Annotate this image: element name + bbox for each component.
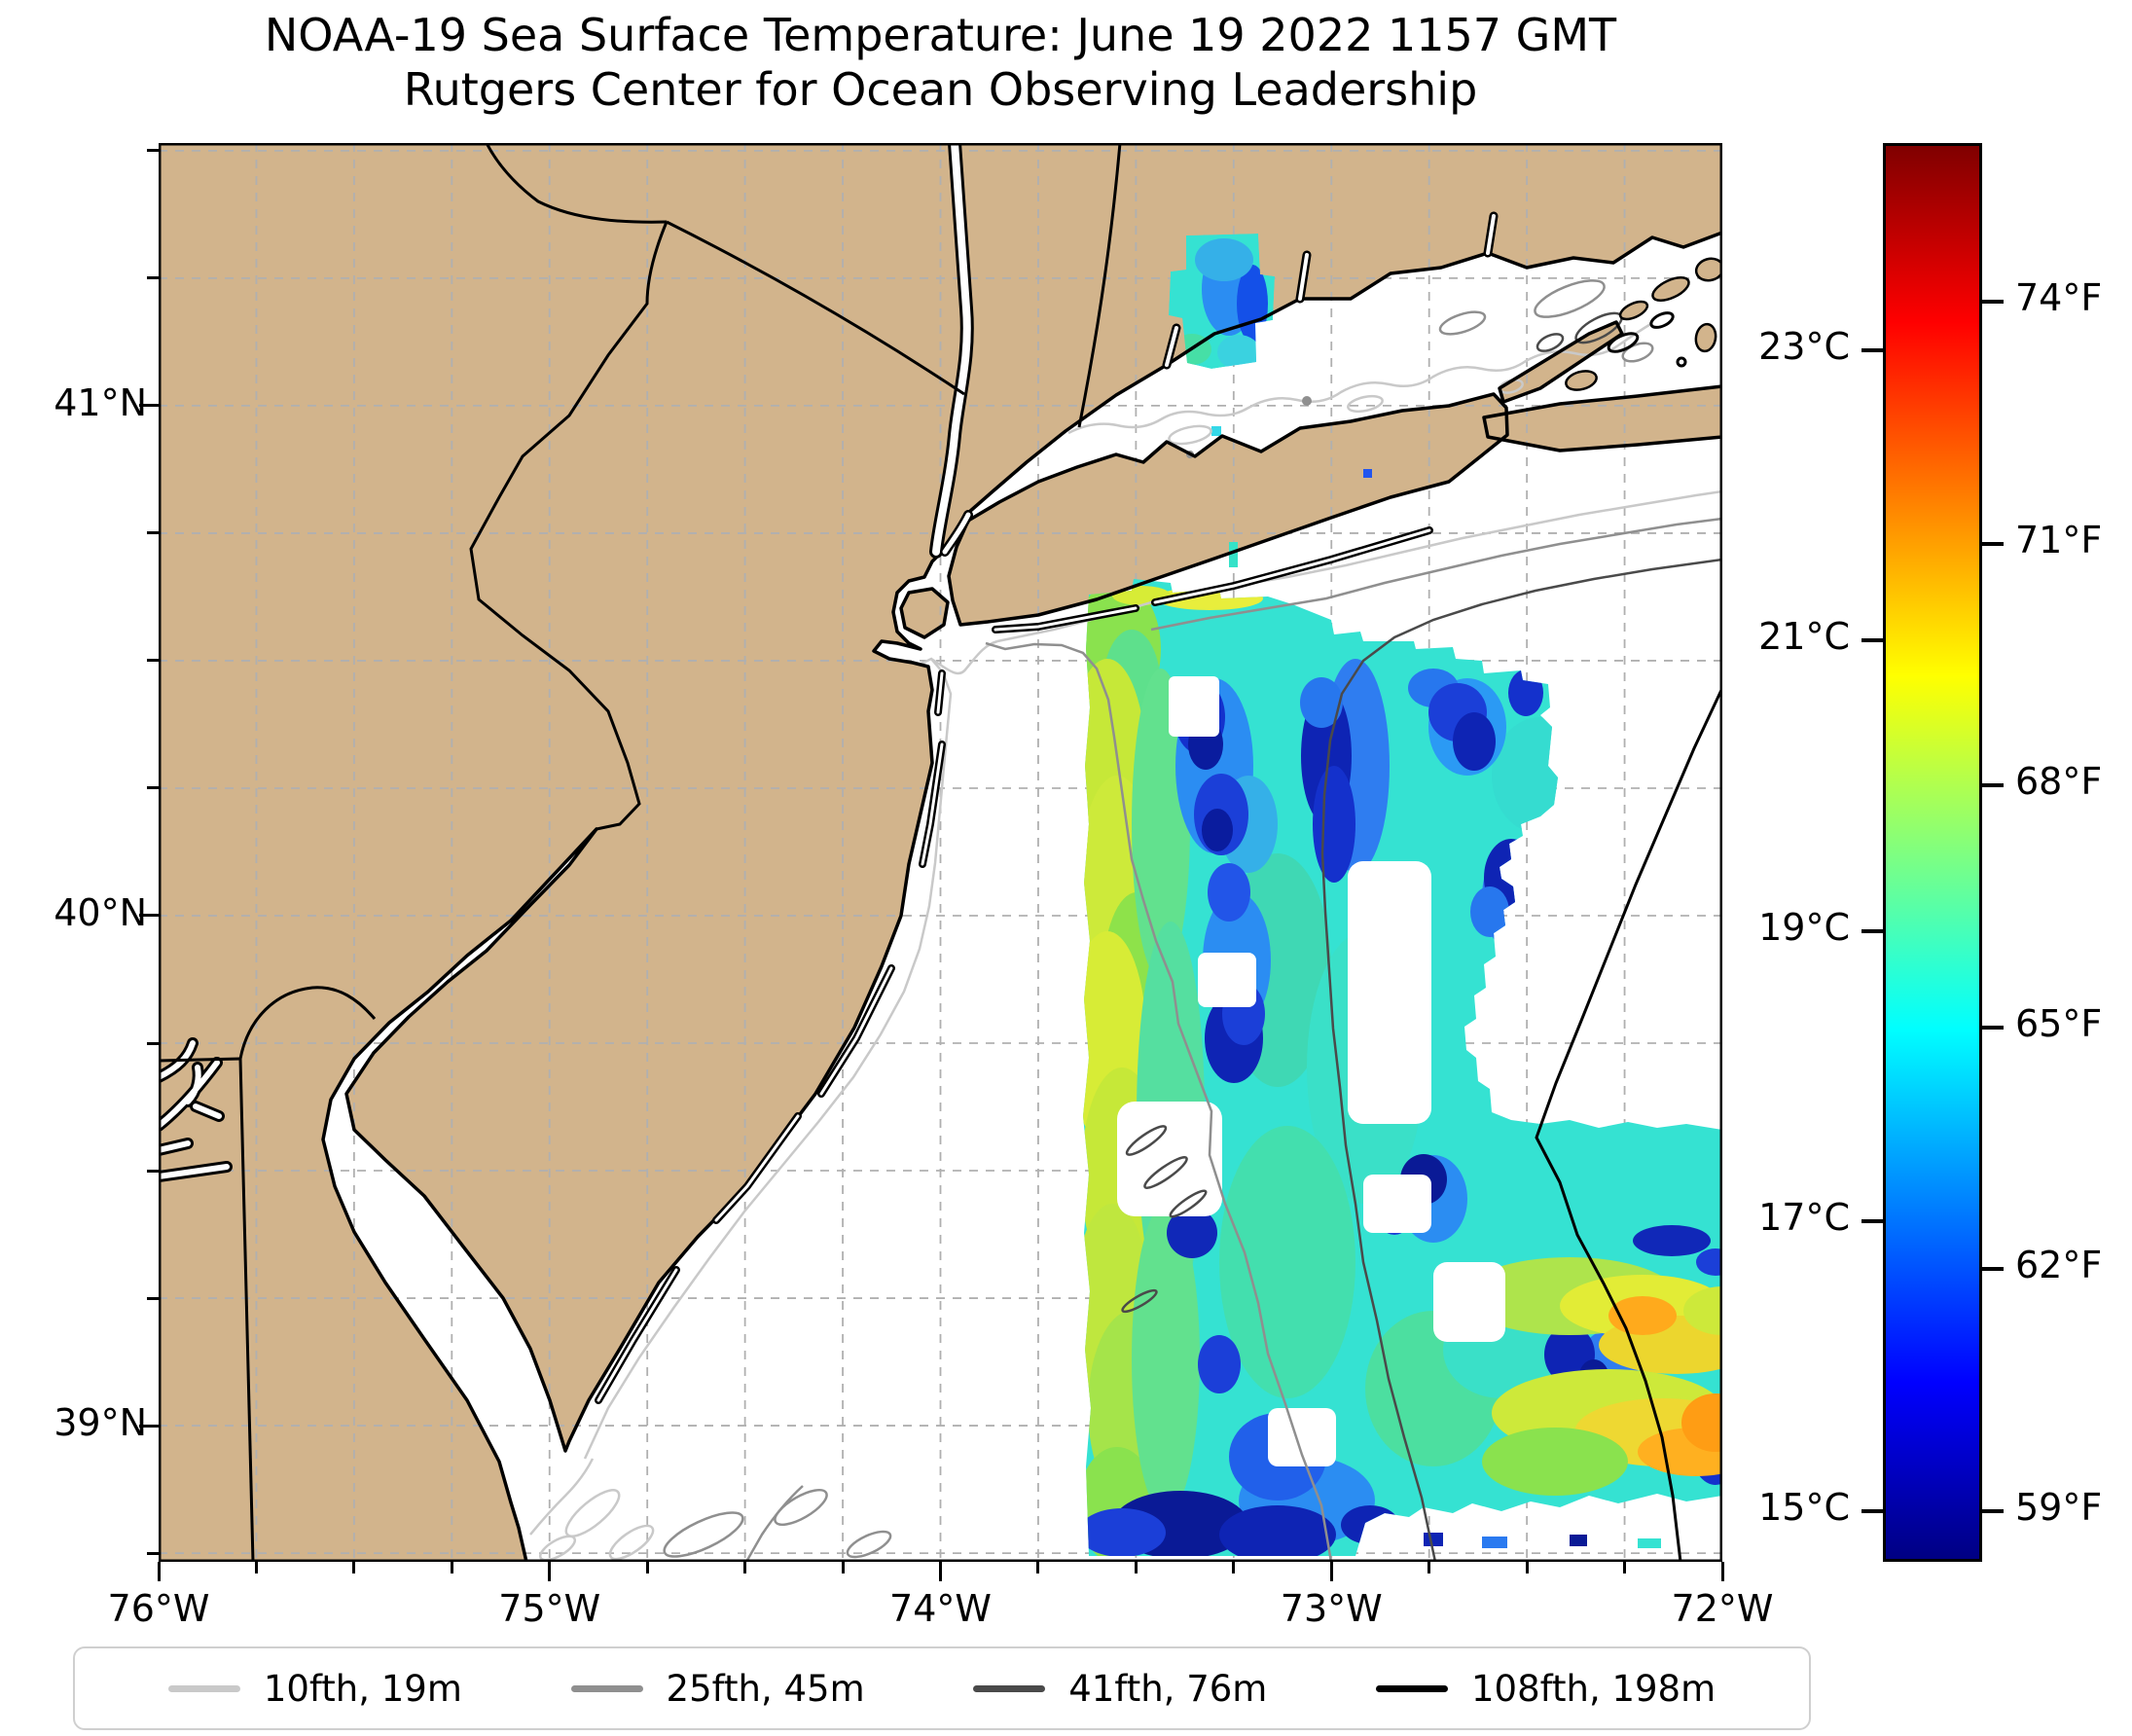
- x-axis-tick: [352, 1562, 356, 1573]
- legend-line-swatch: [167, 1684, 240, 1692]
- x-axis-tick: [1134, 1562, 1138, 1573]
- legend-label: 25fth, 45m: [666, 1667, 865, 1710]
- east-river: [940, 510, 973, 557]
- colorbar-tick-fahrenheit: [1982, 541, 2004, 546]
- sst-specks: [1211, 426, 1661, 1548]
- legend-item: 41fth, 76m: [973, 1668, 1267, 1710]
- y-axis-tick: [139, 914, 159, 918]
- hudson-river: [929, 143, 974, 559]
- isobath-legend: 10fth, 19m 25fth, 45m 41fth, 76m 108fth, 19…: [73, 1646, 1811, 1730]
- colorbar-tick-fahrenheit: [1982, 300, 2004, 305]
- figure-title-line2: Rutgers Center for Ocean Observing Leade…: [403, 63, 1478, 116]
- colorbar-tick-celsius: [1861, 1218, 1883, 1223]
- legend-label: 41fth, 76m: [1068, 1667, 1268, 1710]
- legend-item: 10fth, 19m: [167, 1667, 462, 1710]
- legend-item: 25fth, 45m: [570, 1667, 865, 1710]
- colorbar-label-fahrenheit: 65°F: [2015, 1001, 2103, 1045]
- x-axis-tick: [1036, 1562, 1040, 1573]
- colorbar-label-celsius: 17°C: [1758, 1195, 1850, 1239]
- y-axis-tick: [147, 1041, 159, 1045]
- y-axis-tick: [147, 1551, 159, 1555]
- isobath-25fth: [663, 279, 1722, 1562]
- connecticut-rivers: [1162, 211, 1499, 370]
- colorbar: [1883, 143, 1982, 1562]
- x-axis-tick: [1623, 1562, 1627, 1573]
- x-axis-tick: [1427, 1562, 1431, 1573]
- colorbar-label-fahrenheit: 59°F: [2015, 1485, 2103, 1529]
- y-axis-tick: [147, 786, 159, 790]
- x-axis-tick: [743, 1562, 747, 1573]
- y-axis-label: 40°N: [54, 890, 147, 934]
- y-axis-tick: [147, 149, 159, 153]
- y-axis-label: 39°N: [54, 1401, 147, 1445]
- y-axis-label: 41°N: [54, 380, 147, 424]
- colorbar-tick-celsius: [1861, 1508, 1883, 1513]
- islands: [1565, 257, 1722, 391]
- map-panel: [159, 143, 1722, 1562]
- colorbar-label-celsius: 15°C: [1758, 1485, 1850, 1529]
- x-axis-tick: [1525, 1562, 1529, 1573]
- sst-no-data-holes: [1117, 676, 1505, 1466]
- x-axis-tick: [157, 1562, 161, 1581]
- x-axis-label: 76°W: [107, 1587, 210, 1630]
- colorbar-tick-fahrenheit: [1982, 1025, 2004, 1030]
- legend-label: 108fth, 198m: [1470, 1667, 1716, 1710]
- colorbar-label-celsius: 23°C: [1758, 325, 1850, 369]
- figure-title-line1: NOAA-19 Sea Surface Temperature: June 19…: [264, 9, 1617, 61]
- y-axis-tick: [139, 404, 159, 408]
- x-axis-tick: [548, 1562, 552, 1581]
- colorbar-label-fahrenheit: 74°F: [2015, 276, 2103, 320]
- x-axis-tick: [450, 1562, 453, 1573]
- x-axis-label: 74°W: [889, 1587, 992, 1630]
- colorbar-tick-celsius: [1861, 348, 1883, 353]
- x-axis-tick: [841, 1562, 845, 1573]
- legend-line-swatch: [973, 1684, 1046, 1692]
- y-axis-tick: [147, 1169, 159, 1173]
- y-axis-tick: [147, 1296, 159, 1300]
- x-axis-label: 72°W: [1671, 1587, 1774, 1630]
- legend-item: 108fth, 198m: [1375, 1667, 1716, 1710]
- colorbar-tick-fahrenheit: [1982, 1508, 2004, 1513]
- colorbar-label-celsius: 21°C: [1758, 615, 1850, 659]
- colorbar-tick-celsius: [1861, 928, 1883, 933]
- legend-label: 10fth, 19m: [263, 1667, 462, 1710]
- x-axis-tick: [645, 1562, 649, 1573]
- colorbar-label-fahrenheit: 68°F: [2015, 760, 2103, 804]
- colorbar-label-fahrenheit: 71°F: [2015, 518, 2103, 561]
- x-axis-tick: [939, 1562, 942, 1581]
- colorbar-tick-celsius: [1861, 638, 1883, 643]
- x-axis-tick: [254, 1562, 258, 1573]
- x-axis-label: 73°W: [1280, 1587, 1383, 1630]
- chesapeake-tributaries: [159, 1037, 233, 1182]
- y-axis-tick: [147, 276, 159, 280]
- barrier-islands: [595, 526, 1433, 1404]
- state-borders: [159, 143, 1122, 1562]
- x-axis-tick: [1720, 1562, 1724, 1581]
- colorbar-tick-fahrenheit: [1982, 1267, 2004, 1272]
- x-axis-label: 75°W: [498, 1587, 601, 1630]
- colorbar-tick-fahrenheit: [1982, 783, 2004, 788]
- legend-line-swatch: [1375, 1684, 1448, 1692]
- y-axis-tick: [139, 1424, 159, 1428]
- y-axis-tick: [147, 531, 159, 535]
- y-axis-tick: [147, 659, 159, 663]
- colorbar-label-fahrenheit: 62°F: [2015, 1244, 2103, 1287]
- legend-line-swatch: [570, 1684, 643, 1692]
- sst-map: [159, 143, 1722, 1562]
- x-axis-tick: [1329, 1562, 1333, 1581]
- colorbar-label-celsius: 19°C: [1758, 905, 1850, 949]
- x-axis-tick: [1232, 1562, 1236, 1573]
